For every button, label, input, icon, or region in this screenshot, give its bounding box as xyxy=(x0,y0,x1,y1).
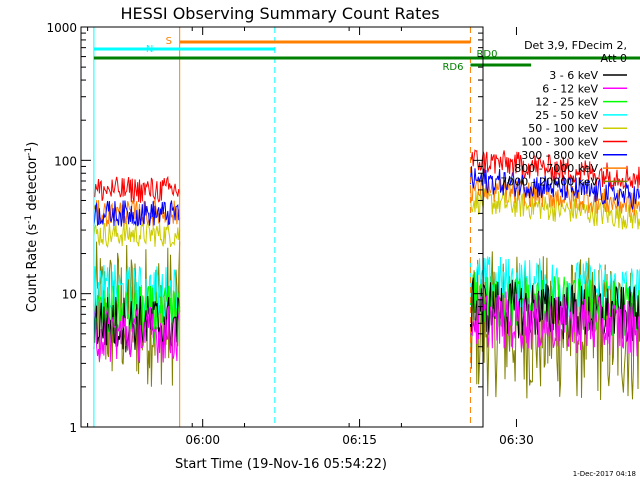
observing-flag-bars: S N RD0 RD6 xyxy=(93,36,640,73)
legend-item: 7000 - 20000 keV xyxy=(500,175,627,188)
series-trace-segment xyxy=(469,176,640,217)
series-trace-segment xyxy=(93,221,181,249)
series-trace-segment xyxy=(469,149,640,189)
series-trace-segment xyxy=(93,264,181,323)
plot-frame xyxy=(80,26,484,428)
legend-label: 50 - 100 keV xyxy=(528,122,598,135)
y-tick-label: 100 xyxy=(54,154,77,168)
flag-rd0: RD0 xyxy=(93,49,640,60)
series-25-50-kev xyxy=(93,256,640,323)
flag-label: N xyxy=(146,44,153,55)
legend-item: 800 - 7000 keV xyxy=(514,162,627,175)
legend-label: 100 - 300 keV xyxy=(521,136,598,149)
legend-label: 3 - 6 keV xyxy=(549,69,598,82)
legend-item: 6 - 12 keV xyxy=(542,82,627,95)
y-tick-label: 1 xyxy=(69,421,77,435)
series-100-300-kev xyxy=(93,149,640,203)
legend-label: 6 - 12 keV xyxy=(542,82,598,95)
series-trace-segment xyxy=(469,256,640,319)
legend-item: 12 - 25 keV xyxy=(535,96,627,109)
legend-item: 3 - 6 keV xyxy=(549,69,627,82)
series-trace-segment xyxy=(469,291,640,357)
timestamp-footer: 1-Dec-2017 04:18 xyxy=(573,470,636,478)
flag-label: RD6 xyxy=(442,62,463,73)
legend-label: 12 - 25 keV xyxy=(535,96,598,109)
legend-label: 25 - 50 keV xyxy=(535,109,598,122)
series-800-7000-kev xyxy=(93,176,640,227)
flag-label: RD0 xyxy=(476,49,497,60)
series-300-800-kev xyxy=(93,166,640,227)
flag-n: N xyxy=(93,44,275,55)
plot-area: S N RD0 RD6 xyxy=(93,27,640,427)
x-tick-label: 06:30 xyxy=(499,433,534,447)
series-trace-segment xyxy=(93,175,181,203)
legend-item: 50 - 100 keV xyxy=(528,122,627,135)
legend-item: 300 - 800 keV xyxy=(521,149,627,162)
series-trace-segment xyxy=(93,306,181,364)
y-axis-ticks: 1 10 100 1000 xyxy=(46,21,483,435)
flag-s: S xyxy=(166,36,471,47)
legend-label: 800 - 7000 keV xyxy=(514,162,598,175)
legend-label: 7000 - 20000 keV xyxy=(500,175,598,188)
vertical-marker-lines xyxy=(93,27,471,427)
chart-title: HESSI Observing Summary Count Rates xyxy=(120,4,439,23)
series-trace-segment xyxy=(469,166,640,210)
legend-item: 25 - 50 keV xyxy=(535,109,627,122)
x-tick-label: 06:15 xyxy=(342,433,377,447)
x-axis-label: Start Time (19-Nov-16 05:54:22) xyxy=(175,457,387,472)
series-trace-segment xyxy=(93,200,181,227)
series-layer xyxy=(93,149,640,401)
y-axis-label: Count Rate (s-1 detector-1) xyxy=(24,142,40,313)
y-tick-label: 10 xyxy=(62,288,77,302)
legend-label: 300 - 800 keV xyxy=(521,149,598,162)
flag-rd6: RD6 xyxy=(442,62,532,73)
legend-header-line-1: Det 3,9, FDecim 2, xyxy=(524,39,627,52)
y-tick-label: 1000 xyxy=(46,21,77,35)
series-trace-segment xyxy=(93,200,181,227)
legend-header-line-2: Att 0 xyxy=(601,52,627,65)
legend-item: 100 - 300 keV xyxy=(521,136,627,149)
x-tick-label: 06:00 xyxy=(185,433,220,447)
flag-label: S xyxy=(166,36,172,47)
series-6-12-kev xyxy=(93,291,640,364)
